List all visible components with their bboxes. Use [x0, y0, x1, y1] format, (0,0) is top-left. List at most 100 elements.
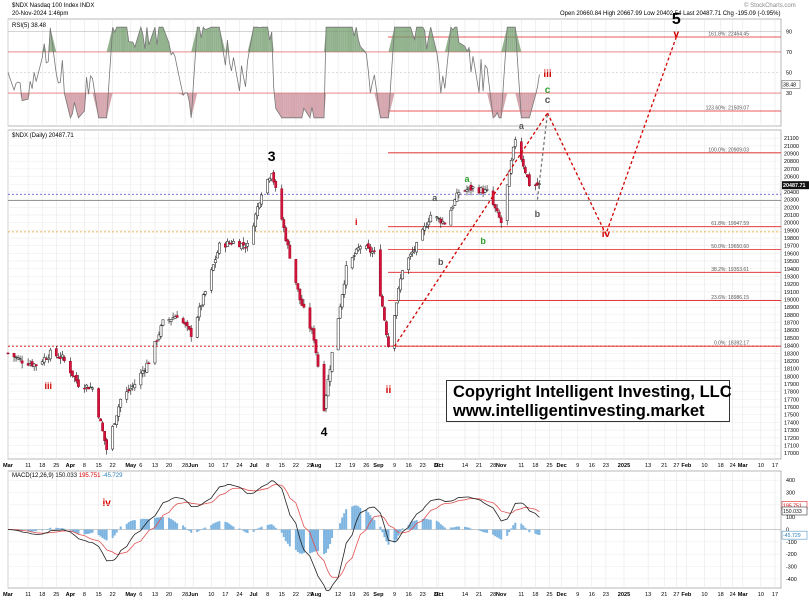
- candle-body: [242, 242, 244, 245]
- macd-histogram-bar: [230, 525, 232, 529]
- macd-histogram-bar: [440, 524, 442, 529]
- candle-body: [283, 219, 285, 227]
- x-tick-label: 18: [717, 463, 723, 469]
- rsi-oversold-fill: [105, 93, 107, 118]
- candle-body: [331, 352, 333, 371]
- macd-histogram-bar: [261, 527, 263, 530]
- candle-body: [383, 307, 385, 320]
- y-tick-label: 19500: [784, 259, 799, 265]
- rsi-overbought-fill: [409, 27, 411, 52]
- x-tick-label-bottom: 18: [532, 592, 538, 598]
- macd-histogram-bar: [512, 525, 514, 529]
- macd-histogram-bar: [88, 530, 90, 534]
- candle-body: [353, 256, 355, 257]
- candle-body: [387, 337, 389, 347]
- wave-label: i: [355, 217, 358, 227]
- candle-body: [315, 340, 317, 353]
- macd-histogram-bar: [90, 530, 92, 534]
- y-tick-label: 18700: [784, 321, 799, 327]
- macd-histogram-bar: [323, 530, 325, 555]
- y-tick-label: 17800: [784, 390, 799, 396]
- x-tick-label-bottom: 17: [222, 592, 228, 598]
- y-tick-label: 19300: [784, 274, 799, 280]
- chart-datetime: 20-Nov-2024 1:46pm: [12, 11, 68, 17]
- candle-body: [104, 431, 106, 440]
- x-tick-label-bottom: 18: [39, 592, 45, 598]
- macd-histogram-bar: [373, 520, 375, 529]
- x-tick-label-bottom: May: [125, 592, 137, 598]
- fib-label: 161.8%: 22464.45: [708, 32, 749, 38]
- macd-histogram-bar: [158, 517, 160, 529]
- y-tick-label: 17100: [784, 443, 799, 449]
- macd-histogram-bar: [140, 519, 142, 529]
- macd-histogram-bar: [176, 523, 178, 529]
- x-tick-label-bottom: 27: [673, 592, 679, 598]
- candle-body: [506, 185, 508, 221]
- macd-histogram-bar: [478, 530, 480, 531]
- y-tick-label: 21100: [784, 136, 799, 142]
- macd-histogram-bar: [106, 530, 108, 541]
- candle-body: [91, 388, 93, 389]
- rsi-overbought-fill: [256, 27, 258, 52]
- candle-body: [327, 379, 329, 396]
- macd-histogram-bar: [83, 530, 85, 535]
- macd-label: MACD(12,26,9) 150.033 195.751 -45.729: [12, 473, 122, 479]
- x-tick-label-bottom: 10: [758, 592, 764, 598]
- macd-histogram-bar: [498, 530, 500, 539]
- candle-body: [313, 329, 315, 341]
- wave-label: b: [535, 209, 541, 219]
- macd-histogram-bar: [253, 530, 255, 532]
- macd-histogram-bar: [379, 527, 381, 530]
- candle-body: [395, 303, 397, 316]
- candle-body: [55, 349, 57, 356]
- candle-body: [200, 305, 202, 306]
- y-tick-label: 20400: [784, 190, 799, 196]
- candle-body: [19, 359, 21, 360]
- candle-body: [83, 388, 85, 389]
- x-tick-label: Apr: [66, 463, 76, 469]
- macd-histogram-bar: [63, 529, 65, 530]
- x-tick-label-bottom: 20: [166, 592, 172, 598]
- macd-histogram-bar: [146, 519, 148, 530]
- x-tick-label: 17: [772, 463, 778, 469]
- macd-histogram-bar: [114, 530, 116, 536]
- candle-body: [196, 318, 198, 338]
- candle-body: [373, 251, 375, 252]
- rsi-overbought-fill: [159, 27, 161, 52]
- fib-label: 0.0%: 18392.17: [714, 341, 749, 347]
- candle-body: [351, 257, 353, 267]
- y-tick-label: 20100: [784, 213, 799, 219]
- candle-body: [275, 181, 277, 187]
- macd-histogram-bar: [289, 530, 291, 547]
- candle-body: [430, 215, 432, 222]
- macd-histogram-bar: [295, 530, 297, 550]
- rsi-overbought-fill: [205, 27, 211, 52]
- chart-title: $NDX Nasdaq 100 Index INDX: [12, 3, 94, 9]
- x-tick-label-bottom: Aug: [311, 592, 322, 598]
- candle-body: [297, 283, 299, 289]
- x-tick-label: Sep: [373, 463, 384, 469]
- macd-histogram-bar: [47, 529, 49, 530]
- y-tick-label: 18100: [784, 367, 799, 373]
- macd-histogram-bar: [482, 530, 484, 533]
- candle-body: [126, 392, 128, 400]
- candle-body: [303, 304, 305, 307]
- x-tick-label-bottom: Mar: [3, 592, 14, 598]
- candle-body: [160, 326, 162, 337]
- candle-body: [190, 328, 192, 336]
- candle-body: [281, 189, 283, 219]
- candle-body: [379, 250, 381, 296]
- x-tick-label: 13: [152, 463, 158, 469]
- macd-histogram-bar: [198, 530, 200, 531]
- candle-body: [450, 210, 452, 225]
- candle-body: [210, 270, 212, 291]
- candle-body: [466, 190, 468, 192]
- fib-label: 38.2%: 19353.61: [711, 267, 749, 273]
- macd-histogram-bar: [168, 518, 170, 530]
- x-tick-label: 24: [730, 463, 736, 469]
- candle-body: [359, 246, 361, 248]
- fib-label: 61.8%: 19947.59: [711, 221, 749, 227]
- rsi-overbought-fill: [215, 27, 217, 52]
- macd-tick-label: 300: [786, 491, 795, 497]
